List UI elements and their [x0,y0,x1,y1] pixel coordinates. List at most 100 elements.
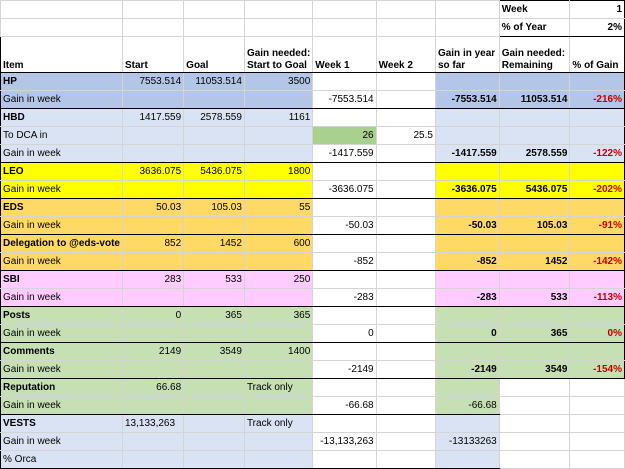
sbi-gain-year[interactable]: -283 [434,288,500,307]
comments-gain-year[interactable]: -2149 [434,360,500,379]
sbi-goal[interactable]: 533 [183,270,245,289]
pct-year-label-cell[interactable]: % of Year [498,18,571,37]
hp-gain-pct[interactable]: -216% [569,90,625,109]
header-goal[interactable]: Goal [183,36,245,73]
leo-gain-pct[interactable]: -202% [569,180,625,199]
sbi-gain-label[interactable]: Gain in week [0,288,123,307]
delegation-goal[interactable]: 1452 [183,234,245,253]
posts-gain-year[interactable]: 0 [434,324,500,343]
vests-orca-label[interactable]: % Orca [0,450,123,469]
comments-start[interactable]: 2149 [121,342,185,361]
hp-goal[interactable]: 11053.514 [183,72,245,91]
hbd-dca-week1[interactable]: 26 [312,126,377,145]
delegation-start[interactable]: 852 [121,234,185,253]
eds-gain-pct[interactable]: -91% [569,216,625,235]
reputation-start[interactable]: 66.68 [121,378,185,397]
hbd-label[interactable]: HBD [0,108,123,127]
eds-gain-label[interactable]: Gain in week [0,216,123,235]
pct-year-value-cell[interactable]: 2% [569,18,625,37]
posts-start[interactable]: 0 [121,306,185,325]
hbd-dca-week2[interactable]: 25.5 [375,126,436,145]
reputation-label[interactable]: Reputation [0,378,123,397]
delegation-gain-label[interactable]: Gain in week [0,252,123,271]
posts-gain-week1[interactable]: 0 [312,324,377,343]
delegation-needed[interactable]: 600 [243,234,314,253]
hbd-dca-label[interactable]: To DCA in [0,126,123,145]
leo-gain-week1[interactable]: -3636.075 [312,180,377,199]
posts-gain-remaining[interactable]: 365 [498,324,571,343]
delegation-gain-week1[interactable]: -852 [312,252,377,271]
comments-label[interactable]: Comments [0,342,123,361]
eds-goal[interactable]: 105.03 [183,198,245,217]
sbi-start[interactable]: 283 [121,270,185,289]
comments-needed[interactable]: 1400 [243,342,314,361]
header-pct-gain[interactable]: % of Gain [569,36,625,73]
eds-gain-remaining[interactable]: 105.03 [498,216,571,235]
header-week1[interactable]: Week 1 [312,36,377,73]
leo-gain-label[interactable]: Gain in week [0,180,123,199]
eds-gain-week1[interactable]: -50.03 [312,216,377,235]
hp-gain-year[interactable]: -7553.514 [434,90,500,109]
sbi-gain-remaining[interactable]: 533 [498,288,571,307]
week-label-cell[interactable]: Week [498,0,571,19]
hp-label[interactable]: HP [0,72,123,91]
hbd-gain-remaining[interactable]: 2578.559 [498,144,571,163]
posts-gain-pct[interactable]: 0% [569,324,625,343]
hbd-needed[interactable]: 1161 [243,108,314,127]
week-value-cell[interactable]: 1 [569,0,625,19]
header-gain-needed[interactable]: Gain needed: Start to Goal [243,36,314,73]
leo-label[interactable]: LEO [0,162,123,181]
sbi-needed[interactable]: 250 [243,270,314,289]
vests-label[interactable]: VESTS [0,414,123,433]
posts-goal[interactable]: 365 [183,306,245,325]
vests-start[interactable]: 13,133,263 [121,414,185,433]
hp-gain-week1[interactable]: -7553.514 [312,90,377,109]
header-gain-year[interactable]: Gain in year so far [434,36,500,73]
hbd-gain-label[interactable]: Gain in week [0,144,123,163]
comments-gain-pct[interactable]: -154% [569,360,625,379]
eds-needed[interactable]: 55 [243,198,314,217]
eds-start[interactable]: 50.03 [121,198,185,217]
vests-gain-year[interactable]: -13133263 [434,432,500,451]
vests-gain-week1[interactable]: -13,133,263 [312,432,377,451]
comments-gain-remaining[interactable]: 3549 [498,360,571,379]
hbd-gain-year[interactable]: -1417.559 [434,144,500,163]
comments-goal[interactable]: 3549 [183,342,245,361]
hp-gain-label[interactable]: Gain in week [0,90,123,109]
reputation-gain-year[interactable]: -66.68 [434,396,500,415]
leo-gain-remaining[interactable]: 5436.075 [498,180,571,199]
sbi-gain-pct[interactable]: -113% [569,288,625,307]
reputation-gain-week1[interactable]: -66.68 [312,396,377,415]
leo-start[interactable]: 3636.075 [121,162,185,181]
posts-needed[interactable]: 365 [243,306,314,325]
header-gain-remaining[interactable]: Gain needed: Remaining [498,36,571,73]
posts-label[interactable]: Posts [0,306,123,325]
delegation-gain-pct[interactable]: -142% [569,252,625,271]
delegation-gain-remaining[interactable]: 1452 [498,252,571,271]
comments-gain-week1[interactable]: -2149 [312,360,377,379]
eds-gain-year[interactable]: -50.03 [434,216,500,235]
delegation-gain-year[interactable]: -852 [434,252,500,271]
vests-gain-label[interactable]: Gain in week [0,432,123,451]
eds-label[interactable]: EDS [0,198,123,217]
delegation-label[interactable]: Delegation to @eds-vote [0,234,123,253]
reputation-gain-label[interactable]: Gain in week [0,396,123,415]
leo-gain-year[interactable]: -3636.075 [434,180,500,199]
sbi-gain-week1[interactable]: -283 [312,288,377,307]
hbd-gain-week1[interactable]: -1417.559 [312,144,377,163]
header-week2[interactable]: Week 2 [375,36,436,73]
posts-gain-label[interactable]: Gain in week [0,324,123,343]
hp-needed[interactable]: 3500 [243,72,314,91]
vests-needed[interactable]: Track only [243,414,314,433]
hbd-gain-pct[interactable]: -122% [569,144,625,163]
hp-gain-remaining[interactable]: 11053.514 [498,90,571,109]
hbd-goal[interactable]: 2578.559 [183,108,245,127]
comments-gain-label[interactable]: Gain in week [0,360,123,379]
reputation-needed[interactable]: Track only [243,378,314,397]
sbi-label[interactable]: SBI [0,270,123,289]
header-item[interactable]: Item [0,36,123,73]
header-start[interactable]: Start [121,36,185,73]
hp-start[interactable]: 7553.514 [121,72,185,91]
hbd-start[interactable]: 1417.559 [121,108,185,127]
leo-needed[interactable]: 1800 [243,162,314,181]
